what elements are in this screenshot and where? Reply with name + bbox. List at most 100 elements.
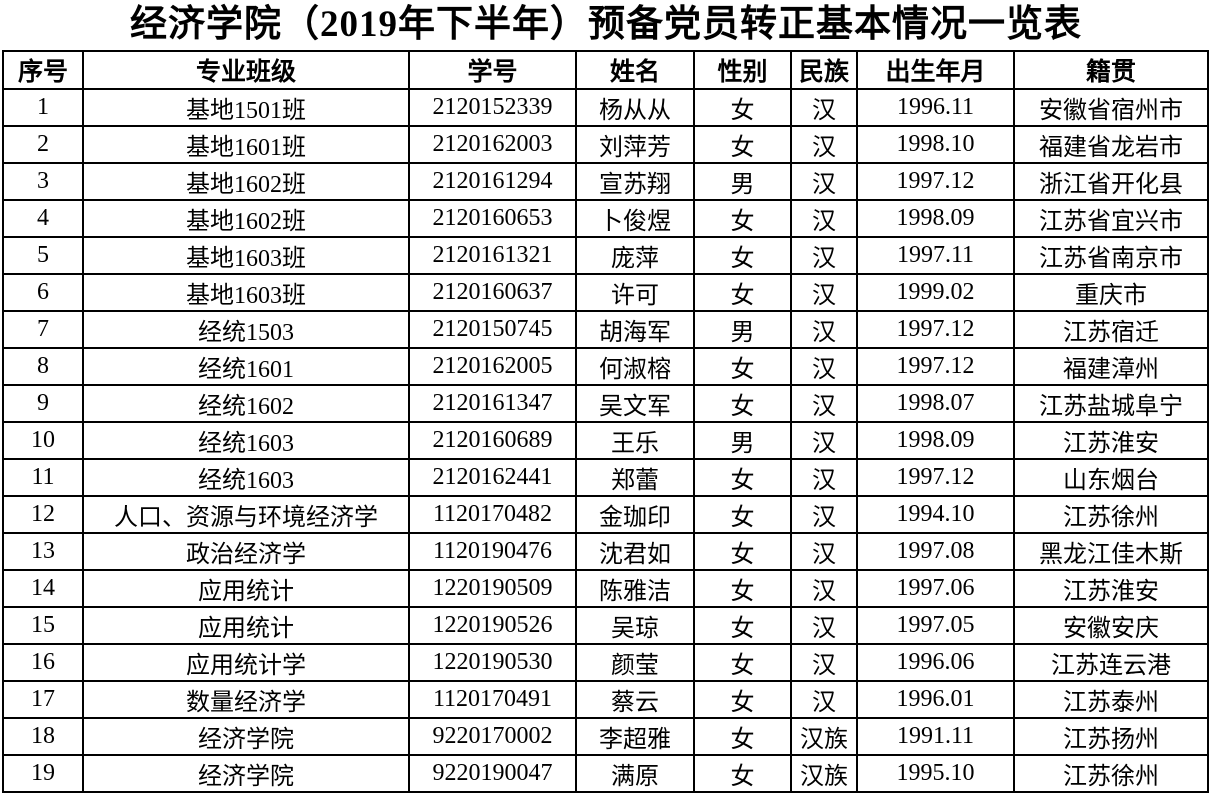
cell-name: 庞萍 (575, 236, 695, 275)
cell-birth-month: 1998.07 (856, 384, 1015, 423)
cell-name: 郑蕾 (575, 458, 695, 497)
table-row: 4 基地1602班 2120160653 卜俊煜女汉 1998.09 江苏省宜兴市 (2, 199, 1209, 238)
cell-index: 17 (2, 680, 84, 719)
cell-birth-month: 1997.08 (856, 532, 1015, 571)
cell-student-id: 2120160653 (408, 199, 577, 238)
table-row: 18 经济学院 9220170002 李超雅女汉族 1991.11 江苏扬州 (2, 717, 1209, 756)
cell-birth-month: 1998.09 (856, 421, 1015, 460)
cell-name: 吴文军 (575, 384, 695, 423)
cell-index: 14 (2, 569, 84, 608)
cell-class: 经统1601 (82, 347, 410, 386)
cell-ethnicity: 汉 (790, 458, 858, 497)
cell-index: 13 (2, 532, 84, 571)
table-row: 17 数量经济学 1120170491 蔡云女汉 1996.01 江苏泰州 (2, 680, 1209, 719)
cell-birth-month: 1997.12 (856, 458, 1015, 497)
cell-class: 经统1603 (82, 421, 410, 460)
cell-student-id: 2120162005 (408, 347, 577, 386)
cell-ethnicity: 汉 (790, 532, 858, 571)
header-birth-month: 出生年月 (856, 50, 1015, 90)
table-row: 19 经济学院 9220190047 满原女汉族 1995.10 江苏徐州 (2, 754, 1209, 793)
cell-birth-month: 1997.06 (856, 569, 1015, 608)
cell-name: 杨从从 (575, 88, 695, 127)
cell-index: 19 (2, 754, 84, 793)
cell-ethnicity: 汉 (790, 236, 858, 275)
cell-student-id: 1220190526 (408, 606, 577, 645)
cell-name: 许可 (575, 273, 695, 312)
cell-gender: 男 (693, 310, 792, 349)
cell-birth-month: 1999.02 (856, 273, 1015, 312)
cell-class: 经济学院 (82, 717, 410, 756)
header-index: 序号 (2, 50, 84, 90)
cell-gender: 女 (693, 606, 792, 645)
table-row: 15 应用统计 1220190526 吴琼女汉 1997.05 安徽安庆 (2, 606, 1209, 645)
cell-class: 基地1603班 (82, 236, 410, 275)
cell-birth-month: 1996.11 (856, 88, 1015, 127)
table-row: 13 政治经济学 1120190476 沈君如女汉 1997.08 黑龙江佳木斯 (2, 532, 1209, 571)
cell-student-id: 9220190047 (408, 754, 577, 793)
cell-gender: 女 (693, 495, 792, 534)
cell-index: 11 (2, 458, 84, 497)
cell-class: 基地1602班 (82, 199, 410, 238)
table-row: 2 基地1601班 2120162003 刘萍芳女汉 1998.10 福建省龙岩市 (2, 125, 1209, 164)
cell-native-place: 江苏淮安 (1013, 569, 1209, 608)
cell-name: 吴琼 (575, 606, 695, 645)
cell-ethnicity: 汉 (790, 199, 858, 238)
cell-name: 满原 (575, 754, 695, 793)
table-row: 10 经统1603 2120160689 王乐男汉 1998.09 江苏淮安 (2, 421, 1209, 460)
cell-name: 陈雅洁 (575, 569, 695, 608)
cell-ethnicity: 汉 (790, 162, 858, 201)
cell-ethnicity: 汉 (790, 347, 858, 386)
cell-index: 16 (2, 643, 84, 682)
cell-gender: 女 (693, 532, 792, 571)
cell-ethnicity: 汉 (790, 310, 858, 349)
cell-native-place: 江苏宿迁 (1013, 310, 1209, 349)
cell-gender: 女 (693, 273, 792, 312)
cell-student-id: 2120161294 (408, 162, 577, 201)
table-row: 7 经统1503 2120150745 胡海军男汉 1997.12 江苏宿迁 (2, 310, 1209, 349)
page-title: 经济学院（2019年下半年）预备党员转正基本情况一览表 (130, 4, 1082, 45)
cell-birth-month: 1994.10 (856, 495, 1015, 534)
cell-birth-month: 1991.11 (856, 717, 1015, 756)
header-name: 姓名 (575, 50, 695, 90)
cell-ethnicity: 汉 (790, 125, 858, 164)
cell-ethnicity: 汉族 (790, 754, 858, 793)
cell-index: 9 (2, 384, 84, 423)
cell-student-id: 2120162003 (408, 125, 577, 164)
cell-name: 蔡云 (575, 680, 695, 719)
cell-ethnicity: 汉 (790, 643, 858, 682)
cell-index: 1 (2, 88, 84, 127)
cell-gender: 男 (693, 162, 792, 201)
table-row: 1 基地1501班 2120152339 杨从从女汉 1996.11 安徽省宿州市 (2, 88, 1209, 127)
cell-ethnicity: 汉 (790, 88, 858, 127)
cell-gender: 女 (693, 347, 792, 386)
cell-index: 3 (2, 162, 84, 201)
cell-native-place: 江苏扬州 (1013, 717, 1209, 756)
cell-class: 政治经济学 (82, 532, 410, 571)
cell-student-id: 2120161347 (408, 384, 577, 423)
cell-birth-month: 1997.11 (856, 236, 1015, 275)
party-member-table: 序号 专业班级 学号 姓名 性别 民族 出生年月 籍贯 1 基地1501班 2120152339 杨… (2, 50, 1209, 793)
header-row: 序号 专业班级 学号 姓名 性别 民族 出生年月 籍贯 (2, 50, 1209, 90)
cell-class: 经济学院 (82, 754, 410, 793)
cell-student-id: 1120190476 (408, 532, 577, 571)
table-row: 8 经统1601 2120162005 何淑榕女汉 1997.12 福建漳州 (2, 347, 1209, 386)
cell-birth-month: 1998.10 (856, 125, 1015, 164)
table-row: 3 基地1602班 2120161294 宣苏翔男汉 1997.12 浙江省开化县 (2, 162, 1209, 201)
cell-ethnicity: 汉 (790, 384, 858, 423)
cell-class: 应用统计 (82, 606, 410, 645)
table-row: 16 应用统计学 1220190530 颜莹女汉 1996.06 江苏连云港 (2, 643, 1209, 682)
cell-index: 15 (2, 606, 84, 645)
cell-gender: 女 (693, 236, 792, 275)
cell-student-id: 2120160637 (408, 273, 577, 312)
cell-student-id: 1220190509 (408, 569, 577, 608)
cell-gender: 女 (693, 717, 792, 756)
table-row: 12 人口、资源与环境经济学 1120170482 金珈印女汉 1994.10 江苏徐州 (2, 495, 1209, 534)
cell-student-id: 1120170491 (408, 680, 577, 719)
cell-gender: 女 (693, 754, 792, 793)
cell-ethnicity: 汉 (790, 421, 858, 460)
header-class: 专业班级 (82, 50, 410, 90)
cell-native-place: 江苏省南京市 (1013, 236, 1209, 275)
cell-gender: 女 (693, 643, 792, 682)
cell-student-id: 1220190530 (408, 643, 577, 682)
cell-student-id: 2120152339 (408, 88, 577, 127)
